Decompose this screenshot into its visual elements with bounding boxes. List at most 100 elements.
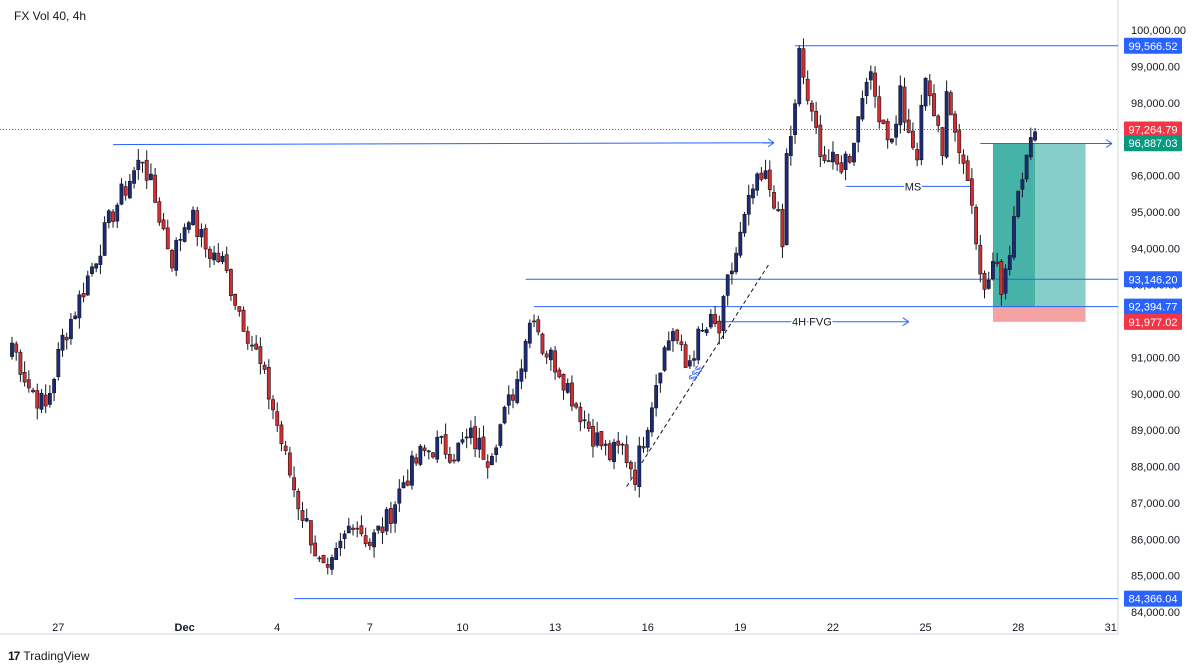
x-tick-label: 19 (734, 622, 746, 634)
candle-body (873, 72, 877, 97)
candle-body (915, 149, 920, 161)
tradingview-brand[interactable]: 17 TradingView (8, 649, 89, 663)
candle-body (397, 488, 402, 504)
candle-body (679, 341, 684, 345)
candle-body (380, 526, 385, 533)
candle-body (178, 238, 183, 241)
candle-body (730, 270, 734, 275)
candle-body (330, 557, 334, 570)
candle-body (35, 390, 40, 409)
candle-body (818, 124, 823, 157)
candle-body (283, 445, 288, 451)
candle-body (671, 331, 675, 342)
candle-body (292, 477, 296, 491)
candle-body (650, 407, 654, 433)
candle-body (822, 154, 827, 161)
candle-body (1007, 254, 1012, 270)
candle-body (948, 92, 953, 116)
candle-body (309, 520, 313, 546)
arrowhead (902, 321, 910, 327)
arrowhead (767, 138, 775, 144)
candle-body (431, 452, 435, 458)
candle-body (170, 250, 174, 269)
candle-body (367, 541, 372, 546)
x-tick-label: 22 (827, 622, 839, 634)
candle-body (1016, 190, 1021, 217)
candle-body (452, 459, 456, 462)
candle-body (805, 78, 810, 101)
candle-body (654, 385, 659, 409)
candle-body (338, 540, 343, 549)
candle-body (81, 293, 86, 298)
candle-body (725, 274, 730, 296)
price-label-box (1124, 313, 1182, 330)
candle-body (174, 240, 179, 271)
candle-body (10, 342, 14, 357)
candle-body (241, 309, 246, 332)
candle-body (39, 392, 44, 410)
candle-body (523, 340, 528, 372)
candle-body (927, 80, 932, 97)
candle-body (161, 219, 166, 230)
candle-body (477, 437, 482, 450)
candle-body (658, 372, 663, 384)
candle-body (641, 446, 646, 449)
candle-body (266, 366, 271, 400)
candle-body (797, 47, 802, 105)
candle-body (363, 535, 368, 545)
candle-body (60, 334, 65, 351)
candle-body (47, 392, 52, 405)
candle-body (498, 424, 503, 446)
candle-body (637, 445, 642, 488)
candle-body (313, 542, 318, 557)
candle-body (612, 441, 616, 462)
candle-body (717, 320, 722, 334)
price-label-text: 97,264.79 (1129, 124, 1178, 136)
candle-body (906, 119, 911, 133)
candle-body (229, 269, 233, 297)
candle-body (250, 344, 254, 347)
candle-body (856, 116, 861, 143)
candle-body (393, 504, 398, 524)
candle-body (885, 121, 890, 141)
candle-body (527, 322, 532, 344)
candle-body (69, 318, 73, 339)
candle-body (953, 113, 957, 133)
candle-body (894, 123, 899, 138)
candle-body (136, 159, 141, 170)
candle-body (1033, 131, 1037, 141)
candle-body (414, 457, 419, 464)
candle-body (852, 142, 856, 163)
candle-body (384, 509, 389, 532)
price-labels: 99,566.52 97,264.79 96,887.03 93,146.20 92,3… (1124, 37, 1182, 607)
candle-body (224, 254, 229, 272)
candle-body (944, 91, 949, 158)
candle-body (570, 382, 574, 407)
candle-body (422, 447, 427, 451)
candle-body (540, 333, 545, 354)
x-tick-label: Dec (175, 622, 195, 634)
liquidity-trendline (626, 262, 771, 487)
y-tick-label: 85,000.00 (1131, 571, 1180, 583)
candle-body (300, 510, 305, 521)
candle-body (220, 255, 225, 262)
candle-body (519, 368, 524, 382)
candle-body (73, 315, 78, 319)
candle-body (932, 93, 936, 117)
candle-body (700, 329, 705, 332)
candle-body (864, 81, 869, 97)
candle-body (881, 119, 886, 125)
candle-body (77, 294, 82, 319)
time-axis[interactable]: 27 Dec 4 7 10 13 16 19 22 25 28 31 (52, 622, 1117, 634)
candle-body (692, 358, 696, 361)
candle-body (435, 436, 440, 460)
candle-body (751, 188, 755, 199)
candle-body (561, 373, 566, 391)
candle-body (788, 136, 793, 156)
x-tick-label: 25 (919, 622, 931, 634)
candle-body (607, 443, 612, 461)
arrowhead (1105, 139, 1113, 144)
y-tick-label: 100,000.00 (1131, 25, 1186, 37)
candle-body (98, 255, 103, 265)
